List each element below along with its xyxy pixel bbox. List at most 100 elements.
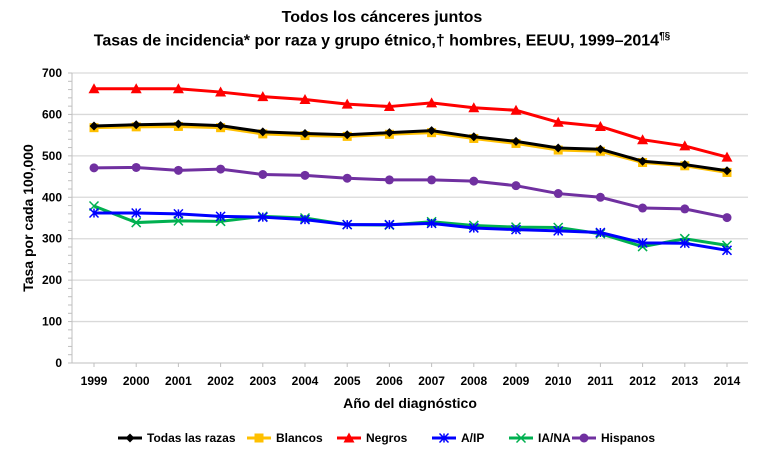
data-point xyxy=(130,83,142,94)
data-point xyxy=(511,181,521,191)
x-tick-label: 2001 xyxy=(165,374,192,388)
x-tick-label: 2002 xyxy=(207,374,234,388)
data-point xyxy=(510,224,522,235)
legend-marker xyxy=(254,433,264,443)
data-point xyxy=(341,98,353,109)
legend-label: Hispanos xyxy=(601,431,655,445)
data-point xyxy=(299,214,311,225)
chart-title: Todos los cánceres juntos xyxy=(281,9,483,26)
data-point xyxy=(383,101,395,112)
data-point xyxy=(131,162,141,172)
y-tick-label: 600 xyxy=(42,107,62,121)
data-point xyxy=(510,104,522,115)
data-point xyxy=(131,207,142,219)
data-point xyxy=(131,217,142,228)
legend-label: Todas las razas xyxy=(147,431,236,445)
data-point xyxy=(384,175,394,185)
legend-marker xyxy=(515,432,527,444)
data-point xyxy=(89,121,99,131)
data-point xyxy=(553,225,564,236)
data-point xyxy=(679,140,691,151)
x-tick-label: 2010 xyxy=(545,374,572,388)
data-point xyxy=(679,238,690,249)
data-point xyxy=(216,121,226,131)
legend-label: Blancos xyxy=(276,431,323,445)
y-tick-label: 100 xyxy=(42,315,62,329)
x-tick-label: 2003 xyxy=(249,374,276,388)
series-line-5 xyxy=(93,165,728,220)
data-point xyxy=(342,173,352,183)
x-tick-label: 2009 xyxy=(503,374,530,388)
y-axis-label: Tasa por cada 100,000 xyxy=(20,144,36,292)
legend-label: IA/NA xyxy=(538,431,571,445)
y-tick-label: 500 xyxy=(42,149,62,163)
subtitle-sup: ¶§ xyxy=(659,31,671,42)
x-tick-label: 2012 xyxy=(629,374,656,388)
data-point xyxy=(88,207,100,219)
x-tick-label: 2007 xyxy=(418,374,445,388)
data-point xyxy=(469,176,479,186)
data-point xyxy=(173,119,183,129)
data-point xyxy=(173,165,183,175)
data-point xyxy=(300,128,310,138)
data-point xyxy=(384,128,394,138)
data-point xyxy=(638,156,648,166)
y-tick-label: 0 xyxy=(55,356,62,370)
data-point xyxy=(299,94,311,105)
data-point xyxy=(594,120,606,131)
data-point xyxy=(552,116,564,127)
y-tick-label: 300 xyxy=(42,232,62,246)
data-point xyxy=(88,83,100,94)
x-tick-label: 2006 xyxy=(376,374,403,388)
data-point xyxy=(131,120,141,130)
data-point xyxy=(721,245,733,256)
data-point xyxy=(342,219,353,230)
legend-marker xyxy=(125,433,135,443)
data-point xyxy=(426,97,438,108)
x-tick-label: 2000 xyxy=(123,374,150,388)
data-point xyxy=(679,233,690,244)
data-point xyxy=(257,91,269,102)
legend-label: Negros xyxy=(366,431,408,445)
data-point xyxy=(216,164,226,174)
data-point xyxy=(637,237,648,248)
data-point xyxy=(680,204,690,214)
data-point xyxy=(426,218,437,229)
data-point xyxy=(637,134,649,145)
data-point xyxy=(468,222,479,233)
x-tick-label: 2005 xyxy=(334,374,361,388)
data-point xyxy=(553,143,563,153)
x-tick-label: 1999 xyxy=(81,374,108,388)
data-point xyxy=(722,166,732,176)
data-point xyxy=(258,170,268,179)
data-point xyxy=(511,136,521,146)
data-point xyxy=(384,219,395,230)
data-point xyxy=(300,170,310,180)
x-tick-label: 2004 xyxy=(292,374,319,388)
data-point xyxy=(721,151,733,162)
x-tick-label: 2014 xyxy=(714,374,741,388)
subtitle-text: Tasas de incidencia* por raza y grupo ét… xyxy=(93,32,660,50)
data-point xyxy=(468,102,480,113)
data-point xyxy=(215,86,227,97)
data-point xyxy=(172,83,184,94)
x-tick-label: 2013 xyxy=(671,374,698,388)
data-point xyxy=(215,211,226,222)
series-line-3 xyxy=(94,211,728,252)
series-line-2 xyxy=(94,87,728,159)
data-point xyxy=(173,208,184,219)
data-point xyxy=(595,192,605,202)
data-point xyxy=(89,163,99,173)
x-tick-label: 2008 xyxy=(460,374,487,388)
data-point xyxy=(722,213,732,223)
series-line-0 xyxy=(93,122,728,173)
y-tick-label: 400 xyxy=(42,190,62,204)
data-point xyxy=(342,130,352,140)
data-point xyxy=(638,203,648,213)
data-point xyxy=(595,144,605,154)
legend-marker xyxy=(579,433,589,443)
data-point xyxy=(595,227,606,238)
data-point xyxy=(680,160,690,170)
legend-marker xyxy=(343,432,355,443)
